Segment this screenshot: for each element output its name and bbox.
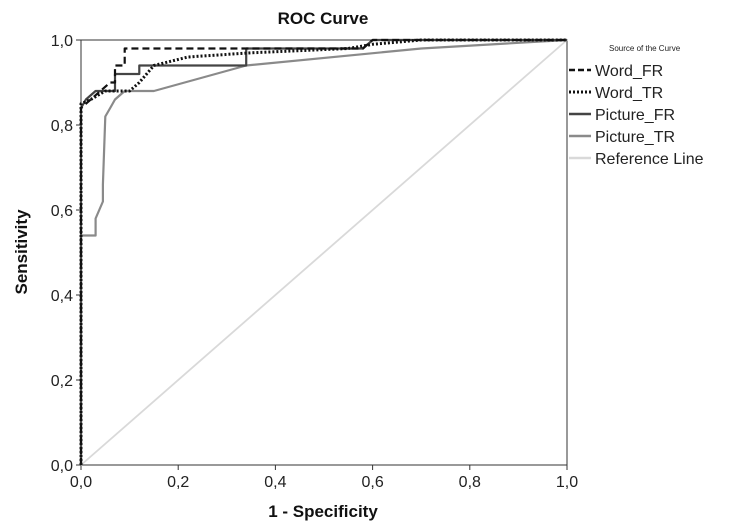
legend-label: Picture_FR <box>595 107 675 124</box>
y-axis-ticks: 0,0 0,2 0,4 0,6 0,8 1,0 <box>51 33 81 475</box>
series-line-word-fr <box>79 38 567 465</box>
x-tick-label: 0,4 <box>264 474 286 491</box>
y-tick-label: 0,8 <box>51 118 73 135</box>
y-tick-label: 0,4 <box>51 288 73 305</box>
legend-title: Source of the Curve <box>609 44 681 53</box>
y-tick-label: 0,6 <box>51 203 73 220</box>
x-axis-title: 1 - Specificity <box>268 502 378 521</box>
x-tick-label: 0,2 <box>167 474 189 491</box>
series-line-reference-line <box>80 39 568 466</box>
x-tick-label: 0,8 <box>459 474 481 491</box>
chart-title: ROC Curve <box>278 9 369 28</box>
legend-label: Word_FR <box>595 63 663 80</box>
legend-label: Word_TR <box>595 85 663 102</box>
y-tick-label: 0,2 <box>51 373 73 390</box>
y-axis-title: Sensitivity <box>12 209 31 295</box>
legend: Source of the Curve Word_FR Word_TR Pictur… <box>569 44 704 168</box>
x-tick-label: 0,0 <box>70 474 92 491</box>
y-tick-label: 1,0 <box>51 33 73 50</box>
series-group <box>79 38 568 466</box>
x-tick-label: 1,0 <box>556 474 578 491</box>
legend-label: Reference Line <box>595 151 704 168</box>
x-tick-label: 0,6 <box>361 474 383 491</box>
y-tick-label: 0,0 <box>51 458 73 475</box>
series-line-picture-tr <box>79 38 568 465</box>
series-line-word-tr <box>79 38 567 465</box>
legend-label: Picture_TR <box>595 129 675 146</box>
x-axis-ticks: 0,0 0,2 0,4 0,6 0,8 1,0 <box>70 465 578 491</box>
